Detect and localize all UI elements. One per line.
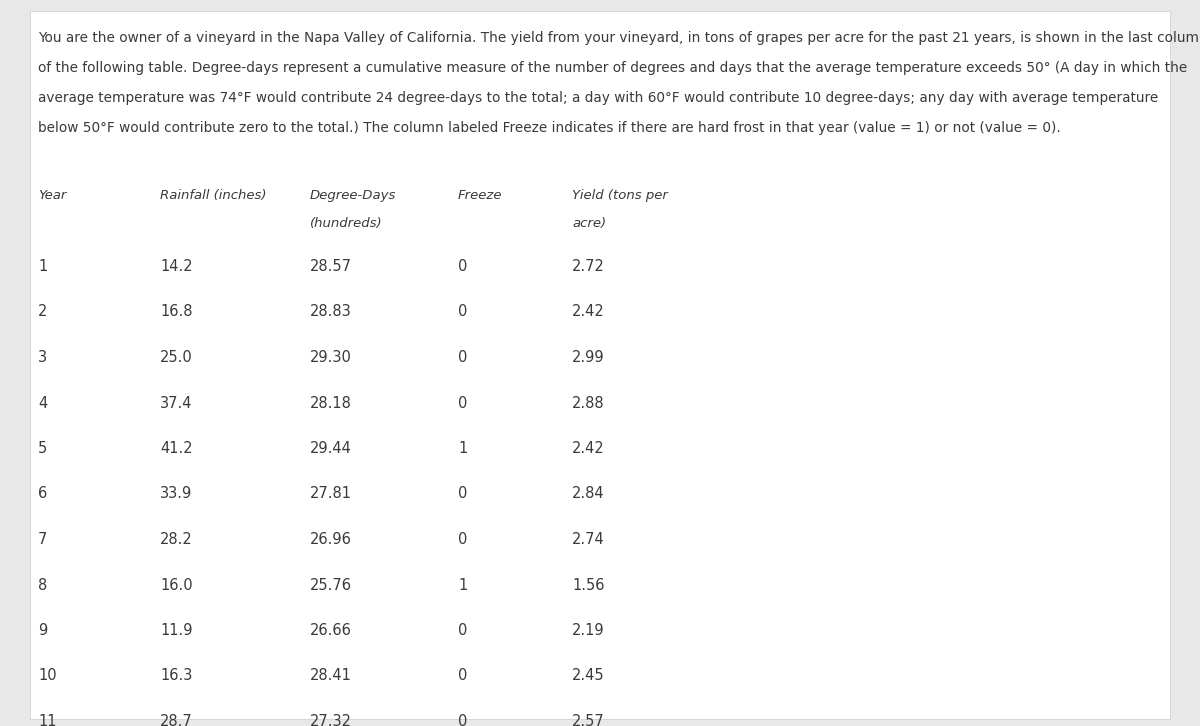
Text: 0: 0 bbox=[458, 350, 467, 365]
Text: 11: 11 bbox=[38, 714, 56, 726]
Text: 28.7: 28.7 bbox=[160, 714, 193, 726]
Text: of the following table. Degree-days represent a cumulative measure of the number: of the following table. Degree-days repr… bbox=[38, 61, 1187, 75]
Text: 2.99: 2.99 bbox=[572, 350, 605, 365]
Text: 1.56: 1.56 bbox=[572, 577, 605, 592]
Text: 26.96: 26.96 bbox=[310, 532, 352, 547]
Text: 2.84: 2.84 bbox=[572, 486, 605, 502]
Text: 28.2: 28.2 bbox=[160, 532, 193, 547]
Text: You are the owner of a vineyard in the Napa Valley of California. The yield from: You are the owner of a vineyard in the N… bbox=[38, 31, 1200, 45]
Text: 16.0: 16.0 bbox=[160, 577, 193, 592]
Text: 2.57: 2.57 bbox=[572, 714, 605, 726]
Text: acre): acre) bbox=[572, 217, 606, 230]
Text: 9: 9 bbox=[38, 623, 47, 638]
Text: 27.32: 27.32 bbox=[310, 714, 352, 726]
Text: 7: 7 bbox=[38, 532, 47, 547]
Text: average temperature was 74°F would contribute 24 degree-days to the total; a day: average temperature was 74°F would contr… bbox=[38, 91, 1158, 105]
Text: 16.3: 16.3 bbox=[160, 669, 192, 683]
Text: 28.18: 28.18 bbox=[310, 396, 352, 410]
Text: 16.8: 16.8 bbox=[160, 304, 192, 319]
Text: 29.30: 29.30 bbox=[310, 350, 352, 365]
Text: 37.4: 37.4 bbox=[160, 396, 192, 410]
Text: 0: 0 bbox=[458, 396, 467, 410]
Text: 10: 10 bbox=[38, 669, 56, 683]
Text: 28.57: 28.57 bbox=[310, 259, 352, 274]
Text: 29.44: 29.44 bbox=[310, 441, 352, 456]
Text: 2.42: 2.42 bbox=[572, 441, 605, 456]
Text: 2.42: 2.42 bbox=[572, 304, 605, 319]
Text: 0: 0 bbox=[458, 714, 467, 726]
Text: 0: 0 bbox=[458, 623, 467, 638]
Text: 27.81: 27.81 bbox=[310, 486, 352, 502]
Text: 2.72: 2.72 bbox=[572, 259, 605, 274]
Text: 3: 3 bbox=[38, 350, 47, 365]
Text: (hundreds): (hundreds) bbox=[310, 217, 383, 230]
Text: 11.9: 11.9 bbox=[160, 623, 192, 638]
Text: 0: 0 bbox=[458, 532, 467, 547]
Text: Degree-Days: Degree-Days bbox=[310, 189, 396, 202]
Text: 0: 0 bbox=[458, 669, 467, 683]
Text: Yield (tons per: Yield (tons per bbox=[572, 189, 668, 202]
Text: 2.88: 2.88 bbox=[572, 396, 605, 410]
Text: 2.45: 2.45 bbox=[572, 669, 605, 683]
Text: 25.0: 25.0 bbox=[160, 350, 193, 365]
Text: 0: 0 bbox=[458, 486, 467, 502]
Text: 2.74: 2.74 bbox=[572, 532, 605, 547]
Text: 28.83: 28.83 bbox=[310, 304, 352, 319]
Text: 41.2: 41.2 bbox=[160, 441, 193, 456]
Text: 1: 1 bbox=[458, 441, 467, 456]
Text: 14.2: 14.2 bbox=[160, 259, 193, 274]
Text: 0: 0 bbox=[458, 304, 467, 319]
Text: 0: 0 bbox=[458, 259, 467, 274]
Text: 6: 6 bbox=[38, 486, 47, 502]
Text: Freeze: Freeze bbox=[458, 189, 503, 202]
Text: 8: 8 bbox=[38, 577, 47, 592]
Text: 33.9: 33.9 bbox=[160, 486, 192, 502]
Text: 26.66: 26.66 bbox=[310, 623, 352, 638]
Text: below 50°F would contribute zero to the total.) The column labeled Freeze indica: below 50°F would contribute zero to the … bbox=[38, 121, 1061, 135]
Text: Year: Year bbox=[38, 189, 66, 202]
Text: 1: 1 bbox=[458, 577, 467, 592]
Text: 2: 2 bbox=[38, 304, 47, 319]
Text: 28.41: 28.41 bbox=[310, 669, 352, 683]
Text: 4: 4 bbox=[38, 396, 47, 410]
Text: 2.19: 2.19 bbox=[572, 623, 605, 638]
Text: 5: 5 bbox=[38, 441, 47, 456]
Text: 1: 1 bbox=[38, 259, 47, 274]
Text: 25.76: 25.76 bbox=[310, 577, 352, 592]
Text: Rainfall (inches): Rainfall (inches) bbox=[160, 189, 266, 202]
